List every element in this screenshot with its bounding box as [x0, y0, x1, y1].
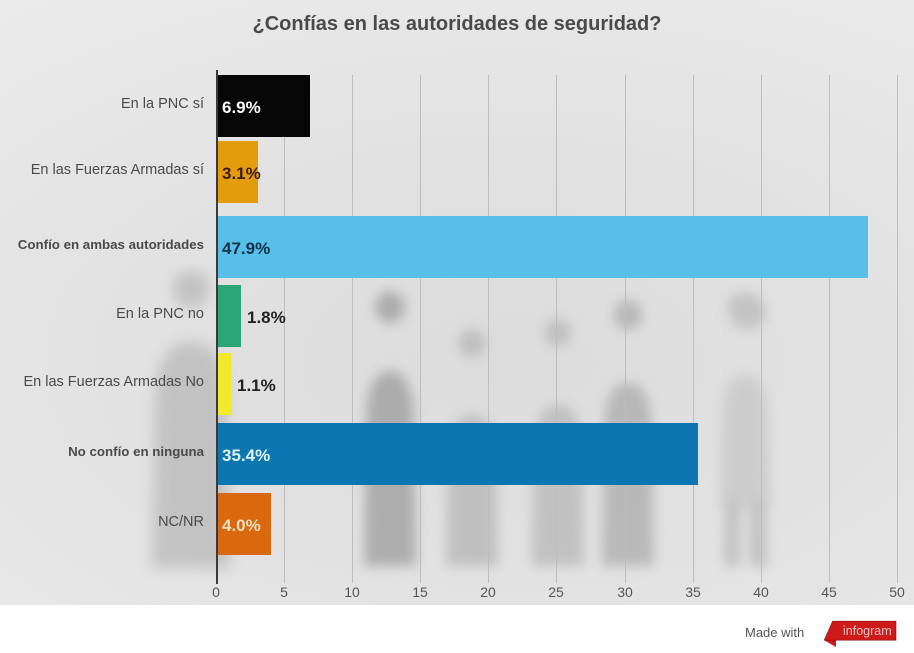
svg-text:infogram: infogram: [843, 624, 892, 638]
